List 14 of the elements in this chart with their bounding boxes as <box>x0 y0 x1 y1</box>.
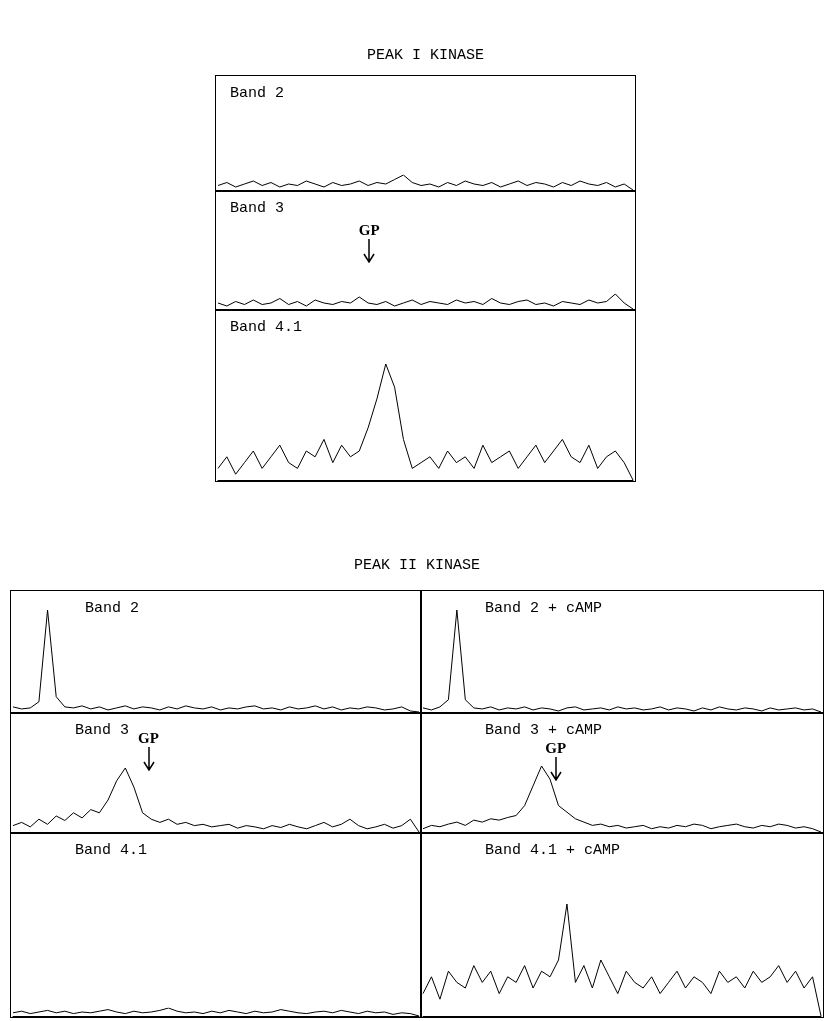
text: PEAK II KINASE <box>353 557 481 574</box>
chart-title: Band 4.1 + cAMP <box>485 842 621 859</box>
chart-title: Band 4.1 <box>230 319 303 336</box>
text: GP <box>358 222 380 239</box>
chart-title: Band 3 <box>230 200 285 217</box>
text: PEAK I KINASE <box>366 47 485 64</box>
chart-title: Band 3 + cAMP <box>485 722 603 739</box>
text: GP <box>138 730 159 747</box>
chart-title: Band 2 + cAMP <box>485 600 603 617</box>
chart-title: Band 3 <box>75 722 130 739</box>
chart-title: Band 2 <box>230 85 285 102</box>
text: GP <box>545 740 567 757</box>
chart-title: Band 2 <box>85 600 140 617</box>
chart-title: Band 4.1 <box>75 842 148 859</box>
